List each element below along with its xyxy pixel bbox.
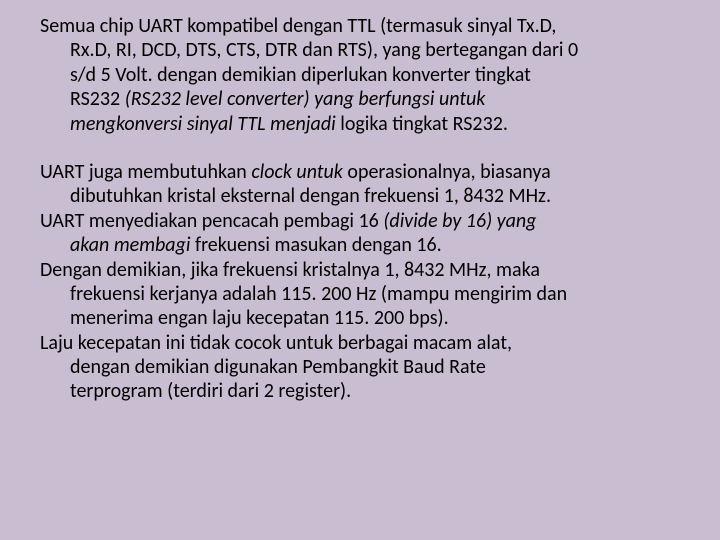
text-line: mengkonversi sinyal TTL menjadi logika t… [40,112,680,136]
text-line: dengan demikian digunakan Pembangkit Bau… [40,355,680,379]
text-line: Dengan demikian, jika frekuensi kristaln… [40,258,680,282]
text-line: terprogram (terdiri dari 2 register). [40,379,680,403]
text-line: Laju kecepatan ini tidak cocok untuk ber… [40,331,680,355]
text-line: Semua chip UART kompatibel dengan TTL (t… [40,14,680,38]
text-line: Rx.D, RI, DCD, DTS, CTS, DTR dan RTS), y… [40,38,680,62]
slide-body: Semua chip UART kompatibel dengan TTL (t… [40,14,680,404]
text-line: frekuensi kerjanya adalah 115. 200 Hz (m… [40,282,680,306]
text-line: UART menyediakan pencacah pembagi 16 (di… [40,209,680,233]
paragraph-0: Semua chip UART kompatibel dengan TTL (t… [40,14,680,136]
text-line: dibutuhkan kristal eksternal dengan frek… [40,184,680,208]
text-line: menerima engan laju kecepatan 115. 200 b… [40,306,680,330]
text-line: akan membagi frekuensi masukan dengan 16… [40,233,680,257]
text-line: s/d 5 Volt. dengan demikian diperlukan k… [40,63,680,87]
paragraph-1: UART juga membutuhkan clock untuk operas… [40,160,680,404]
text-line: UART juga membutuhkan clock untuk operas… [40,160,680,184]
text-line: RS232 (RS232 level converter) yang berfu… [40,87,680,111]
